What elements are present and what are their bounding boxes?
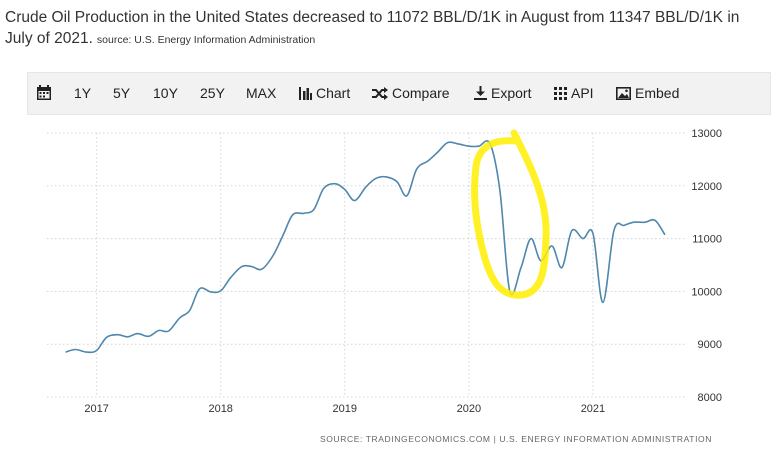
shuffle-icon [372, 87, 388, 100]
bar-chart-icon [299, 87, 312, 100]
export-button[interactable]: Export [474, 73, 531, 114]
api-label: API [571, 85, 594, 101]
headline-line-2: July of 2021. source: U.S. Energy Informa… [5, 28, 771, 51]
range-25y-button[interactable]: 25Y [200, 85, 225, 101]
yellow-highlight-circle [471, 129, 550, 299]
x-tick-label: 2021 [581, 403, 605, 415]
y-axis: 8000 9000 10000 11000 12000 13000 [691, 128, 722, 404]
grid-icon [554, 87, 567, 100]
x-tick-label: 2018 [208, 403, 232, 415]
chart-gridlines [47, 132, 686, 398]
compare-button[interactable]: Compare [372, 73, 450, 114]
embed-button[interactable]: Embed [616, 73, 679, 114]
image-icon [616, 87, 631, 100]
y-tick-label: 10000 [691, 286, 722, 298]
x-tick-label: 2020 [457, 403, 481, 415]
y-tick-label: 13000 [691, 128, 722, 140]
api-button[interactable]: API [554, 73, 594, 114]
x-tick-label: 2017 [84, 403, 108, 415]
range-10y-button[interactable]: 10Y [153, 85, 178, 101]
chart-source-footer: SOURCE: TRADINGECONOMICS.COM | U.S. ENER… [320, 434, 712, 444]
y-tick-label: 12000 [691, 181, 722, 193]
headline: Crude Oil Production in the United State… [5, 7, 771, 51]
x-axis: 2017 2018 2019 2020 2021 [84, 403, 605, 415]
export-label: Export [491, 85, 532, 101]
y-tick-label: 11000 [692, 234, 722, 246]
headline-line-1: Crude Oil Production in the United State… [5, 9, 740, 26]
series-line-crude-oil-production [65, 140, 666, 354]
embed-label: Embed [635, 85, 680, 101]
compare-label: Compare [392, 85, 450, 101]
calendar-icon[interactable] [37, 73, 55, 114]
y-tick-label: 8000 [698, 392, 722, 404]
range-max-button[interactable]: MAX [246, 85, 277, 101]
y-tick-label: 9000 [698, 339, 722, 351]
chart-toolbar: 1Y 5Y 10Y 25Y MAX Chart Compare Export A… [27, 72, 771, 115]
range-5y-button[interactable]: 5Y [113, 85, 131, 101]
range-1y-button[interactable]: 1Y [74, 85, 92, 101]
x-tick-label: 2019 [333, 403, 357, 415]
chart-type-label: Chart [316, 85, 351, 101]
chart-type-button[interactable]: Chart [299, 73, 350, 114]
headline-date: July of 2021. [5, 30, 93, 47]
download-icon [474, 86, 487, 100]
headline-source: source: U.S. Energy Information Administ… [96, 34, 316, 46]
